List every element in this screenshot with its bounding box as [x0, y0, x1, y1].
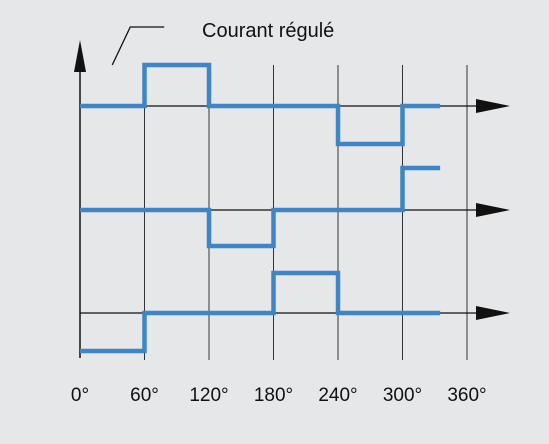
tick-label-360: 360° [447, 385, 486, 406]
tick-label-60: 60° [130, 385, 159, 406]
waveform-3 [80, 270, 441, 354]
tick-label-0: 0° [71, 385, 89, 406]
baseline-arrow-2 [476, 203, 510, 217]
baseline-arrow-1 [476, 99, 510, 113]
tick-label-120: 120° [189, 385, 228, 406]
y-axis-arrow [74, 40, 86, 72]
waveform-2 [80, 165, 441, 249]
callout-label: Courant régulé [202, 20, 334, 42]
waveforms [80, 62, 441, 354]
tick-label-180: 180° [254, 385, 293, 406]
callout-leader-line [111, 26, 165, 66]
x-tick-labels: 0° 60° 120° 180° 240° 300° 360° [71, 385, 487, 406]
vertical-gridlines [144, 65, 468, 360]
baseline-arrow-3 [476, 306, 510, 320]
waveform-1 [80, 62, 441, 147]
tick-label-300: 300° [383, 385, 422, 406]
axes [74, 40, 510, 358]
callout: Courant régulé [111, 20, 334, 66]
tick-label-240: 240° [318, 385, 357, 406]
